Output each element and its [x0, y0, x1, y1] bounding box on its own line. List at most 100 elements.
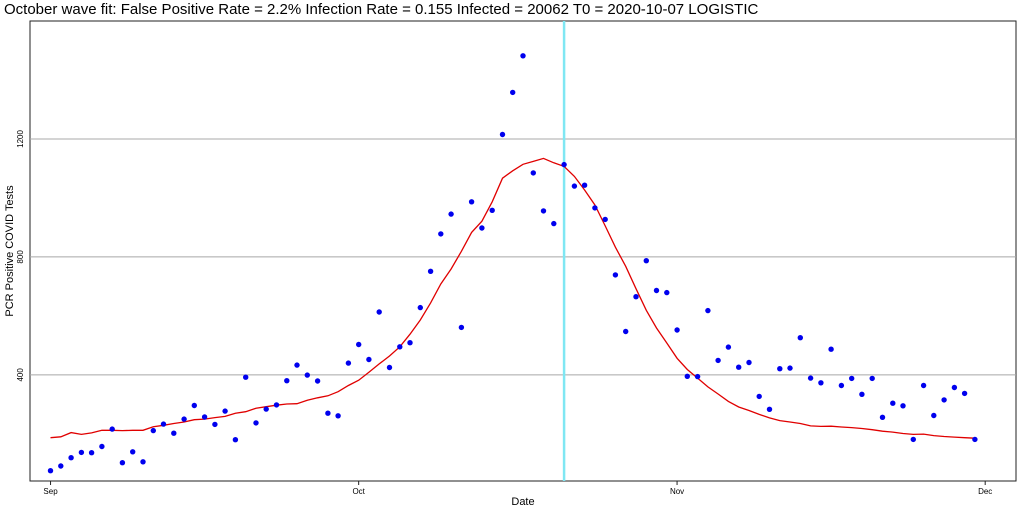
data-point [931, 412, 937, 419]
data-point [561, 161, 567, 168]
data-point [325, 410, 331, 416]
data-point [243, 374, 249, 380]
data-point [612, 272, 619, 278]
x-tick-label: Oct [352, 487, 365, 496]
data-point [530, 170, 536, 176]
x-tick-label: Dec [978, 487, 992, 496]
data-point [746, 359, 752, 366]
data-point [694, 373, 701, 380]
data-point [201, 414, 208, 420]
data-point [376, 309, 382, 315]
data-point [397, 344, 403, 350]
data-point [571, 183, 578, 189]
data-point [941, 397, 947, 403]
data-point [592, 205, 598, 211]
data-point [294, 362, 300, 368]
data-point [386, 364, 393, 371]
data-point [766, 406, 773, 412]
data-point [828, 346, 834, 352]
data-point [797, 335, 803, 341]
data-point [643, 258, 649, 264]
data-point [222, 408, 228, 414]
data-point [284, 378, 290, 384]
data-point [58, 463, 64, 469]
data-point [468, 199, 475, 205]
data-point [859, 391, 865, 397]
x-tick-label: Sep [43, 487, 58, 496]
data-point [47, 468, 54, 474]
data-point [684, 373, 690, 379]
data-point [356, 341, 362, 348]
data-point [787, 365, 793, 371]
data-point [345, 360, 352, 366]
data-point [109, 426, 115, 432]
chart-title: October wave fit: False Positive Rate = … [4, 1, 759, 18]
plot-border [29, 20, 1017, 482]
data-point [417, 304, 423, 311]
data-point [807, 375, 814, 381]
data-point [78, 449, 85, 456]
y-tick-label: 1200 [16, 129, 25, 147]
data-point [458, 324, 465, 331]
data-point [972, 436, 978, 443]
y-tick-label: 800 [16, 250, 25, 264]
data-point [335, 413, 341, 419]
data-point [879, 414, 886, 420]
data-point [510, 89, 516, 96]
data-point [838, 382, 845, 389]
data-point [427, 268, 434, 274]
data-point [602, 216, 608, 223]
data-point [623, 328, 629, 335]
data-point [479, 225, 485, 231]
data-point [232, 437, 239, 443]
y-tick-label: 400 [16, 368, 25, 382]
data-point [705, 307, 711, 314]
data-point [171, 430, 177, 436]
data-point [212, 421, 218, 428]
data-point [140, 459, 146, 465]
data-point [756, 393, 762, 400]
data-point [489, 207, 495, 213]
data-point [263, 406, 269, 412]
data-point [273, 402, 280, 408]
data-point [664, 289, 670, 296]
y-axis: 400 800 1200 [16, 129, 25, 381]
data-point [581, 182, 588, 188]
data-point [366, 356, 372, 363]
data-point [119, 460, 126, 466]
x-axis-label: Date [511, 496, 534, 508]
data-point [674, 327, 680, 333]
data-point [715, 357, 721, 364]
data-points-layer [47, 53, 978, 474]
data-point [448, 211, 454, 217]
data-point [304, 372, 310, 378]
data-point [68, 455, 74, 461]
data-point [181, 416, 187, 422]
data-point [520, 53, 526, 59]
data-point [160, 421, 167, 427]
data-point [253, 420, 259, 426]
data-point [150, 427, 156, 434]
x-axis: Sep Oct Nov Dec [43, 481, 992, 496]
data-point [99, 443, 105, 450]
grid-layer [30, 138, 1016, 376]
data-point [438, 231, 444, 237]
data-point [910, 436, 916, 443]
data-point [191, 402, 197, 409]
data-point [407, 340, 413, 346]
data-point [777, 366, 783, 372]
data-point [653, 287, 660, 294]
y-axis-label: PCR Positive COVID Tests [4, 185, 16, 317]
data-point [961, 390, 968, 397]
data-point [88, 450, 95, 456]
data-point [551, 220, 557, 227]
x-tick-label: Nov [670, 487, 684, 496]
data-point [725, 344, 732, 350]
data-point [890, 400, 896, 406]
data-point [633, 294, 639, 300]
data-point [920, 382, 927, 389]
data-point [736, 364, 742, 370]
data-point [314, 378, 321, 384]
data-point [869, 375, 875, 382]
